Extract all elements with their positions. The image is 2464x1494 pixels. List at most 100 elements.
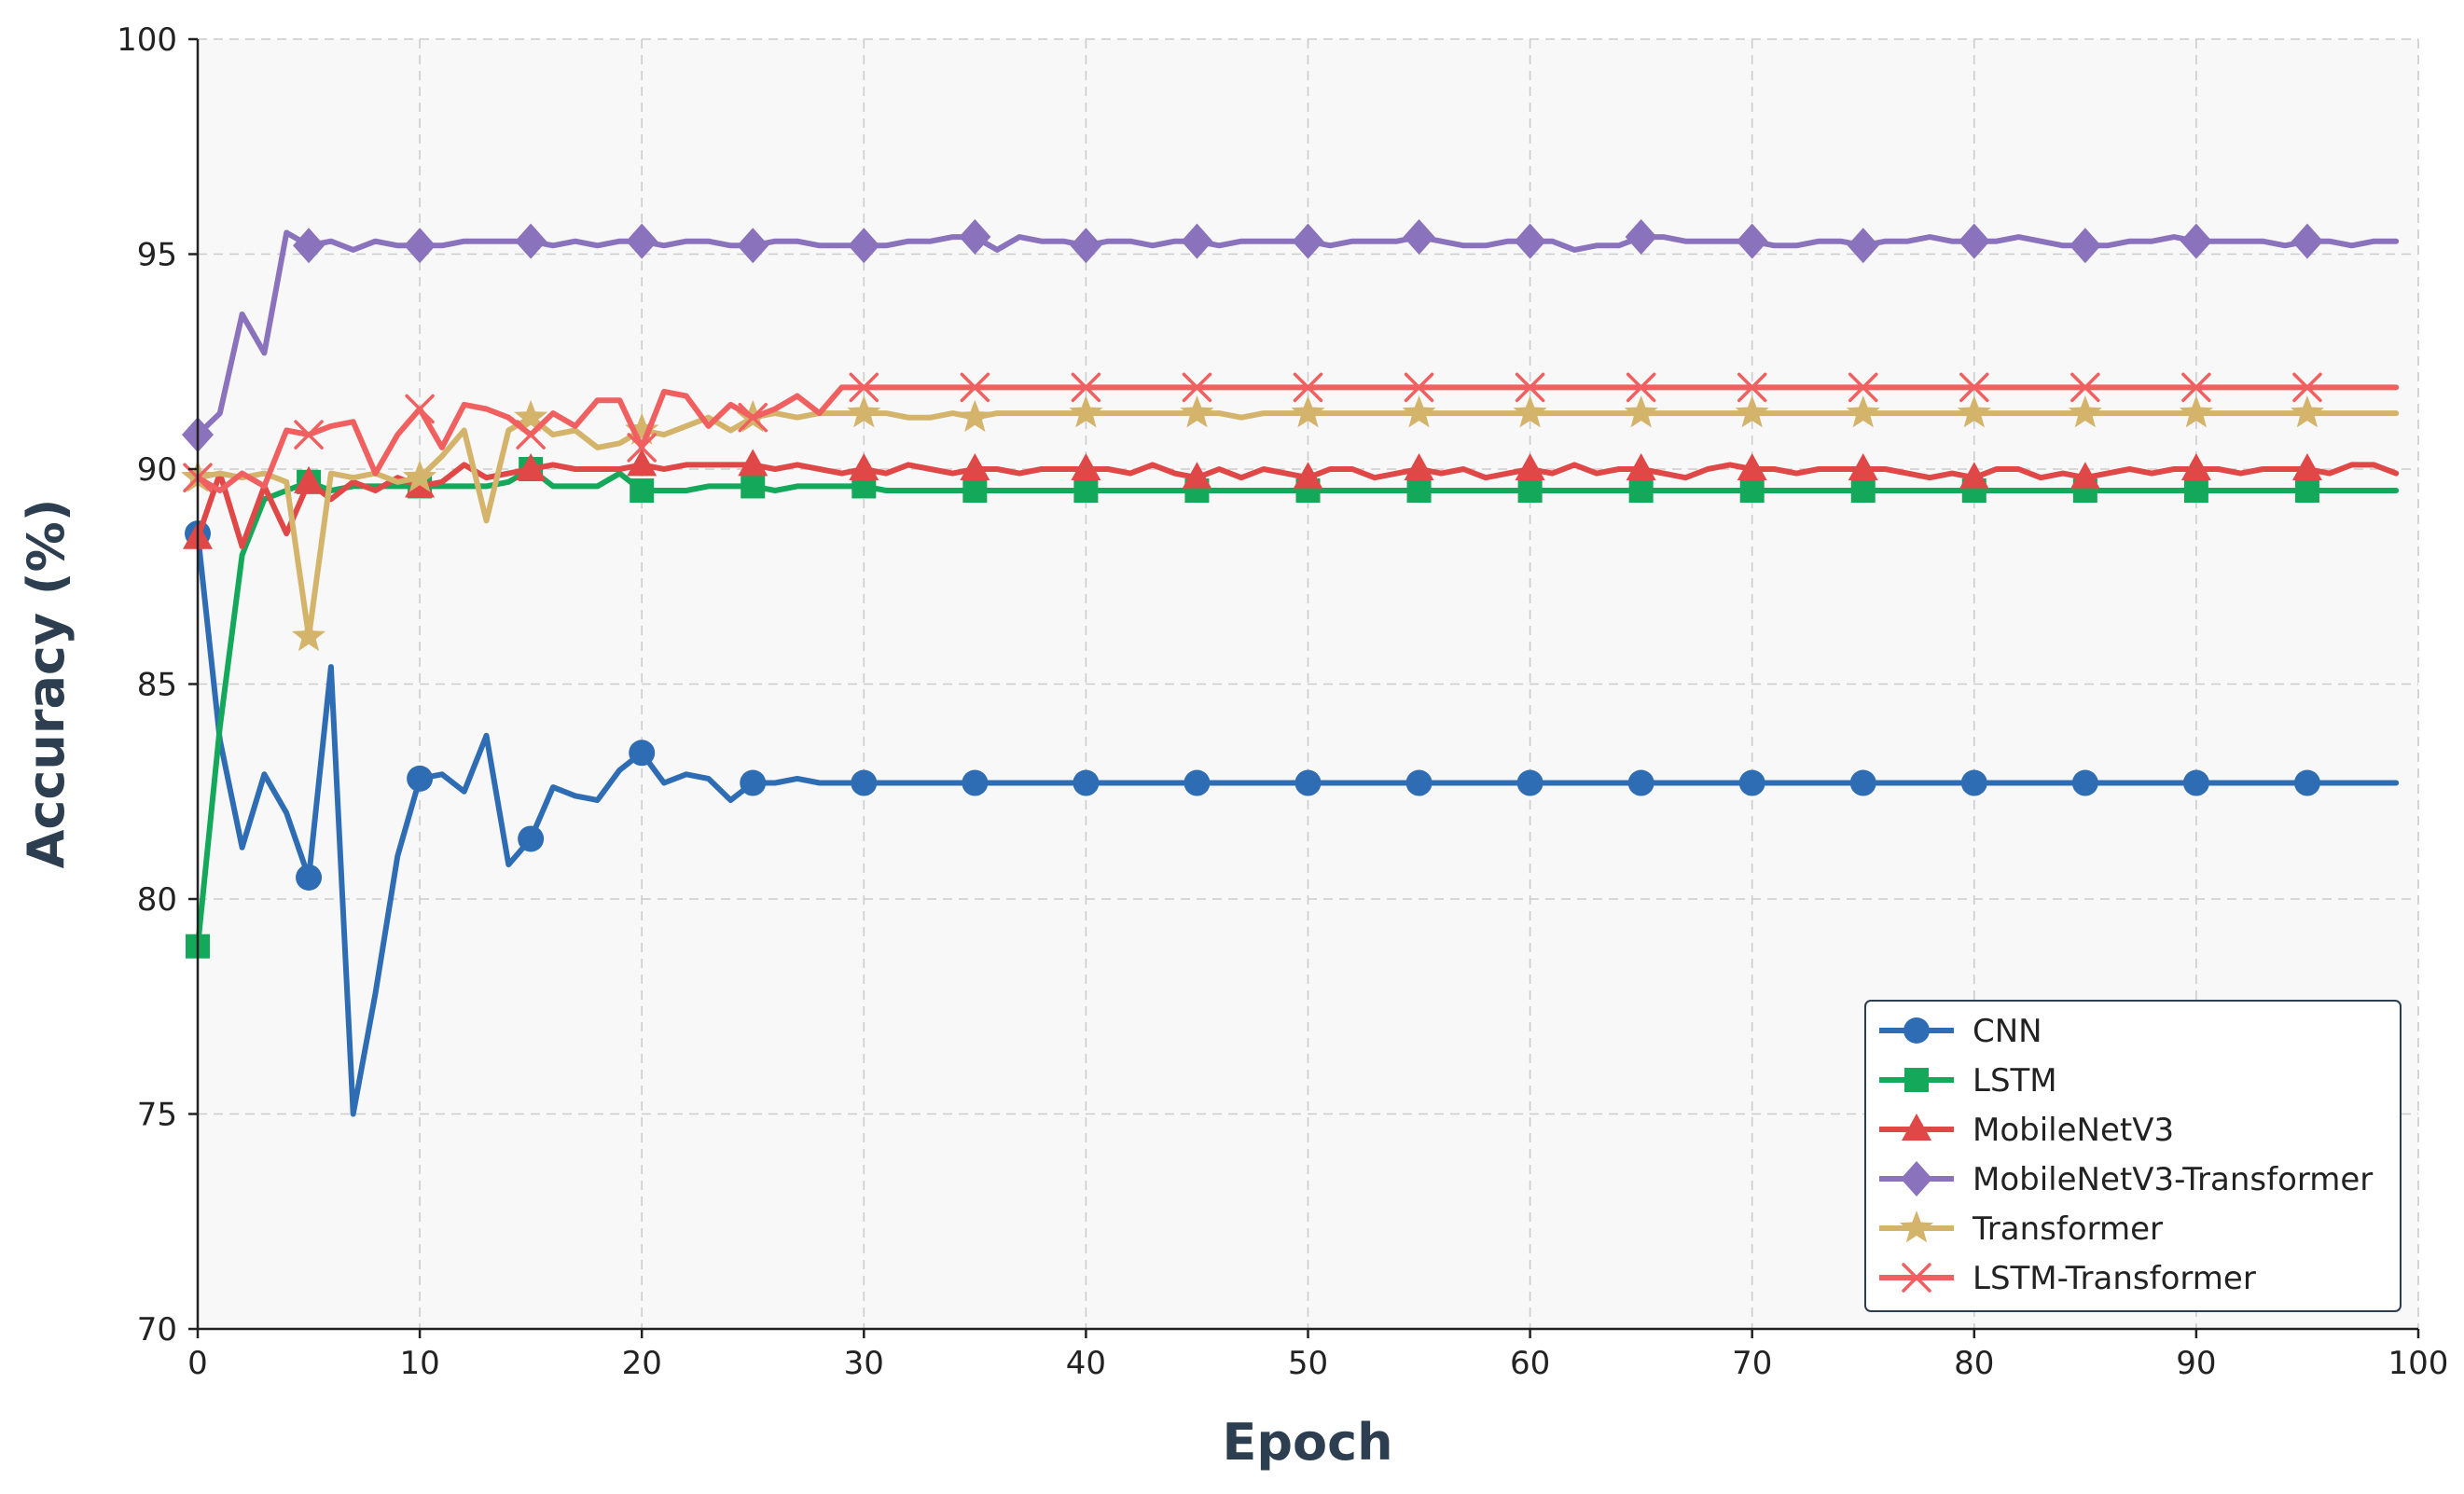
legend-label: LSTM-Transformer bbox=[1973, 1260, 2256, 1297]
data-point-lstm-transformer bbox=[1515, 372, 1545, 403]
series-line-transformer bbox=[195, 410, 2400, 640]
series-mobilenetv3 bbox=[183, 449, 2400, 549]
data-point-lstm bbox=[2183, 478, 2208, 504]
data-point-cnn bbox=[629, 740, 656, 767]
legend-label: MobileNetV3-Transformer bbox=[1973, 1161, 2373, 1198]
y-tick-label: 95 bbox=[137, 237, 177, 274]
legend-marker bbox=[1901, 1161, 1932, 1197]
legend-entry-mobilenetv3: MobileNetV3 bbox=[1879, 1112, 2174, 1149]
data-point-mobilenetv3 bbox=[849, 453, 879, 480]
legend-box bbox=[1864, 1000, 2402, 1312]
data-point-mobilenetv3-transformer bbox=[626, 223, 658, 259]
data-point-transformer bbox=[1624, 395, 1658, 428]
data-point-lstm-transformer bbox=[627, 433, 657, 463]
data-point-mobilenetv3-transformer bbox=[2291, 223, 2323, 259]
data-point-cnn bbox=[1738, 769, 1765, 796]
data-point-lstm bbox=[1073, 478, 1099, 504]
data-point-cnn bbox=[1516, 769, 1543, 796]
data-point-transformer bbox=[1957, 395, 1991, 428]
data-point-lstm bbox=[1406, 478, 1432, 504]
data-point-cnn bbox=[296, 864, 323, 891]
data-point-lstm-transformer bbox=[2070, 372, 2100, 403]
legend-entry-cnn: CNN bbox=[1879, 1013, 2042, 1050]
legend-entry-lstm-transformer: LSTM-Transformer bbox=[1879, 1260, 2256, 1297]
data-point-mobilenetv3 bbox=[1515, 453, 1545, 480]
legend-label: MobileNetV3 bbox=[1973, 1112, 2174, 1149]
data-point-lstm-transformer bbox=[738, 402, 768, 433]
x-tick-label: 70 bbox=[1732, 1345, 1772, 1382]
legend-entry-lstm: LSTM bbox=[1879, 1062, 2057, 1100]
data-point-mobilenetv3-transformer bbox=[1847, 228, 1879, 264]
data-point-transformer bbox=[1180, 395, 1214, 428]
x-tick-label: 80 bbox=[1954, 1345, 1994, 1382]
legend-entry-transformer: Transformer bbox=[1879, 1210, 2163, 1248]
x-tick-label: 40 bbox=[1066, 1345, 1106, 1382]
data-point-lstm bbox=[2294, 478, 2319, 504]
data-point-cnn bbox=[1849, 769, 1876, 796]
data-point-mobilenetv3-transformer bbox=[848, 228, 880, 264]
data-point-transformer bbox=[2068, 395, 2102, 428]
data-point-mobilenetv3-transformer bbox=[1958, 223, 1990, 259]
data-point-mobilenetv3-transformer bbox=[1514, 223, 1546, 259]
legend: CNN LSTM MobileNetV3 MobileNetV3-Transforme… bbox=[1864, 1000, 2402, 1312]
series-line-mobilenetv3 bbox=[195, 462, 2400, 549]
series-lstm-transformer bbox=[183, 372, 2400, 493]
legend-marker bbox=[1899, 1210, 1934, 1243]
data-point-cnn bbox=[518, 825, 545, 852]
data-point-lstm-transformer bbox=[1071, 372, 1101, 403]
data-point-mobilenetv3-transformer bbox=[515, 223, 547, 259]
data-point-mobilenetv3-transformer bbox=[1403, 219, 1435, 256]
data-point-lstm-transformer bbox=[405, 394, 435, 424]
data-point-mobilenetv3-transformer bbox=[404, 228, 436, 264]
x-tick-label: 90 bbox=[2176, 1345, 2216, 1382]
series-mobilenetv3-transformer bbox=[182, 219, 2400, 453]
data-point-mobilenetv3-transformer bbox=[2069, 228, 2101, 264]
data-point-mobilenetv3 bbox=[516, 453, 547, 480]
data-point-lstm-transformer bbox=[849, 372, 879, 403]
data-point-transformer bbox=[1513, 395, 1547, 428]
data-point-transformer bbox=[847, 395, 881, 428]
y-tick-label: 70 bbox=[137, 1311, 177, 1349]
data-point-mobilenetv3 bbox=[2291, 453, 2322, 480]
y-tick-label: 80 bbox=[137, 881, 177, 919]
data-point-mobilenetv3-transformer bbox=[959, 219, 991, 256]
data-point-mobilenetv3 bbox=[1404, 453, 1434, 480]
data-point-transformer bbox=[1069, 395, 1103, 428]
data-point-cnn bbox=[1960, 769, 1987, 796]
data-point-cnn bbox=[1405, 769, 1433, 796]
legend-marker bbox=[1902, 1263, 1931, 1293]
data-point-lstm-transformer bbox=[294, 420, 324, 450]
legend-marker bbox=[1904, 1068, 1929, 1092]
data-point-transformer bbox=[2290, 395, 2324, 428]
y-tick-label: 85 bbox=[137, 667, 177, 704]
y-tick-label: 100 bbox=[117, 21, 177, 59]
data-point-mobilenetv3 bbox=[1293, 462, 1323, 490]
data-point-mobilenetv3-transformer bbox=[1292, 223, 1324, 259]
data-point-transformer bbox=[1846, 395, 1880, 428]
data-point-lstm bbox=[962, 478, 988, 504]
data-point-cnn bbox=[851, 769, 878, 796]
data-point-lstm-transformer bbox=[516, 420, 546, 450]
data-point-cnn bbox=[962, 769, 989, 796]
data-point-transformer bbox=[1291, 395, 1325, 428]
data-point-lstm-transformer bbox=[1182, 372, 1212, 403]
data-point-mobilenetv3 bbox=[2069, 462, 2100, 490]
data-point-mobilenetv3-transformer bbox=[1625, 219, 1657, 256]
data-point-cnn bbox=[2182, 769, 2209, 796]
data-point-lstm-transformer bbox=[1848, 372, 1878, 403]
data-point-lstm-transformer bbox=[1626, 372, 1656, 403]
data-point-transformer bbox=[625, 412, 659, 445]
data-point-mobilenetv3-transformer bbox=[2180, 223, 2212, 259]
data-point-lstm-transformer bbox=[960, 372, 990, 403]
x-tick-label: 20 bbox=[622, 1345, 662, 1382]
x-tick-label: 0 bbox=[187, 1345, 208, 1382]
data-point-mobilenetv3 bbox=[1848, 453, 1878, 480]
series-layer bbox=[180, 219, 2400, 1117]
data-point-transformer bbox=[2179, 395, 2213, 428]
data-point-mobilenetv3 bbox=[1626, 453, 1656, 480]
legend-label: Transformer bbox=[1972, 1210, 2163, 1248]
data-point-cnn bbox=[1184, 769, 1211, 796]
data-point-transformer bbox=[1402, 395, 1436, 428]
data-point-lstm-transformer bbox=[1293, 372, 1323, 403]
